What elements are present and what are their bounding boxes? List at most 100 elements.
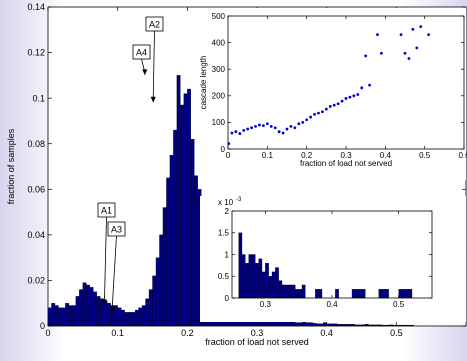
x-tick-label: 0.4	[320, 328, 333, 338]
y-axis-label: fraction of samples	[6, 128, 16, 204]
bar	[385, 324, 390, 327]
data-point	[380, 51, 383, 55]
bar	[145, 298, 150, 327]
bar	[401, 289, 406, 299]
bar	[180, 104, 185, 327]
bar	[399, 324, 404, 327]
data-point	[368, 83, 371, 87]
data-point	[328, 105, 332, 108]
bar	[350, 324, 355, 327]
bar	[245, 263, 249, 299]
y-tick-label: 0.04	[27, 230, 45, 240]
bar	[408, 289, 413, 299]
bar	[152, 275, 157, 327]
data-point	[336, 102, 340, 106]
data-point	[269, 124, 273, 128]
bar	[278, 280, 283, 299]
bar	[319, 323, 324, 327]
bar	[392, 324, 397, 327]
annotation-arrowhead	[109, 306, 115, 313]
bar	[291, 284, 296, 299]
data-point	[411, 27, 415, 31]
data-point	[332, 103, 336, 107]
bar	[251, 254, 256, 299]
bar	[302, 321, 306, 327]
data-point	[242, 128, 246, 132]
y-tick-label: 0.5	[218, 272, 230, 281]
bar	[368, 324, 373, 327]
x-tick-label: 0.2	[181, 328, 194, 338]
bar	[378, 324, 383, 327]
bar	[127, 312, 132, 327]
x-tick-label: 0.3	[340, 151, 352, 160]
bar	[312, 323, 317, 327]
bar	[335, 289, 339, 299]
plot-frame	[227, 15, 465, 150]
bar	[183, 93, 188, 327]
bar	[381, 289, 386, 299]
bar	[187, 88, 191, 327]
y-tick-label: 0.12	[27, 48, 45, 58]
annotation-label: A3	[111, 225, 122, 235]
bar	[382, 324, 387, 327]
bar	[305, 322, 310, 327]
annotation-box	[107, 221, 126, 237]
bar	[138, 307, 143, 327]
annotation-arrow	[152, 30, 155, 100]
bar	[190, 139, 195, 327]
data-point	[348, 95, 352, 99]
data-point	[277, 130, 281, 134]
bar	[351, 289, 356, 299]
annotation-label: A2	[149, 20, 160, 30]
bar	[134, 309, 139, 327]
bar	[301, 284, 306, 299]
bar	[258, 258, 263, 299]
bar	[162, 207, 167, 327]
bar	[255, 263, 259, 299]
annotation-box	[97, 202, 116, 218]
x-tick-label: 0	[226, 151, 231, 160]
bar	[357, 324, 362, 327]
bar	[340, 324, 345, 327]
y-tick-label: 0.06	[27, 184, 45, 194]
data-point	[238, 132, 242, 135]
bar	[281, 321, 286, 327]
bar	[268, 276, 273, 299]
bar	[265, 263, 269, 299]
bar	[347, 324, 352, 327]
annotation-box	[132, 44, 151, 60]
data-point	[321, 110, 324, 114]
x-tick-label: 0.2	[301, 151, 313, 160]
x-tick-label: 0.1	[262, 151, 274, 160]
bar	[51, 303, 56, 327]
bar	[79, 289, 83, 327]
data-point	[317, 111, 320, 115]
bar	[271, 271, 276, 299]
data-point	[246, 127, 250, 131]
bar	[100, 298, 104, 327]
bar	[405, 289, 409, 299]
data-point	[399, 33, 403, 37]
bar	[375, 324, 380, 327]
bar	[323, 322, 327, 327]
y-tick-label: 400	[212, 38, 226, 47]
y-multiplier-exponent: -3	[236, 197, 242, 203]
y-tick-label: 100	[212, 118, 226, 127]
bar	[75, 296, 80, 327]
data-point	[227, 142, 231, 146]
bar	[389, 324, 394, 327]
data-point	[419, 25, 423, 29]
y-axis-label: cascade length	[199, 56, 208, 110]
bar	[295, 322, 299, 327]
bar	[316, 323, 320, 327]
data-point	[230, 131, 234, 135]
bar	[241, 254, 246, 299]
y-tick-label: 500	[212, 12, 226, 21]
bar	[124, 312, 129, 327]
bar	[89, 287, 94, 327]
y-tick-label: 2	[225, 207, 230, 216]
annotation-arrowhead	[101, 299, 107, 306]
bar	[298, 322, 303, 327]
bar	[169, 154, 174, 327]
x-axis-label: fraction of load not served	[300, 159, 392, 168]
